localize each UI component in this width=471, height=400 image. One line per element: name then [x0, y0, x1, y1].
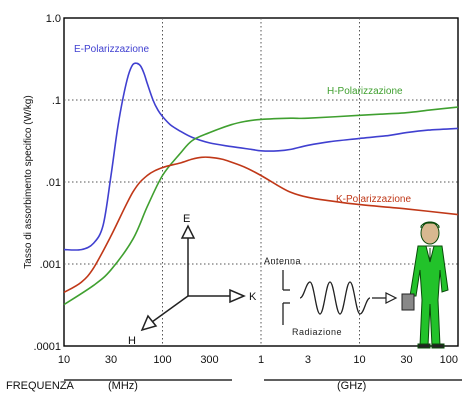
x-tick-label: 300	[200, 354, 218, 366]
series-label-e: E-Polarizzazione	[74, 44, 149, 55]
x-unit-mhz: (MHz)	[108, 380, 138, 392]
y-tick-labels: .0001 .001 .01 .1 1.0	[33, 13, 61, 353]
y-axis-label: Tasso di assorbimento specifico (W/kg)	[23, 95, 34, 268]
grid	[64, 18, 458, 346]
x-tick-label: 1	[258, 354, 264, 366]
series-line-e	[63, 62, 459, 251]
series-label-k: K-Polarizzazione	[336, 194, 411, 205]
x-unit-ghz: (GHz)	[337, 380, 366, 392]
axis-e-label: E	[183, 213, 190, 225]
y-tick-label: .0001	[33, 341, 61, 353]
series-lines	[63, 62, 459, 306]
axis-h-label: H	[128, 335, 136, 347]
polarization-axes-diagram	[140, 224, 246, 332]
x-axis-label: FREQUENZA	[6, 380, 75, 392]
y-tick-label: 1.0	[46, 13, 61, 25]
x-tick-label: 100	[440, 354, 458, 366]
x-tick-label: 10	[353, 354, 365, 366]
y-tick-label: .01	[46, 177, 61, 189]
radiazione-label: Radiazione	[292, 327, 342, 337]
x-tick-label: 10	[58, 354, 70, 366]
wave-icon	[299, 281, 371, 315]
antenna-icon	[282, 270, 290, 325]
wave-arrow-head	[385, 292, 398, 304]
series-line-h	[63, 106, 459, 306]
series-line-k	[63, 156, 459, 294]
person-icon	[401, 221, 449, 349]
antenna-label: Antenna	[264, 256, 301, 266]
axis-k-label: K	[249, 291, 257, 303]
x-tick-label: 30	[105, 354, 117, 366]
x-tick-labels: 10 30 100 300 1 3 10 30 100	[58, 354, 458, 366]
series-label-h: H-Polarizzazione	[327, 86, 403, 97]
y-tick-label: .001	[40, 259, 61, 271]
x-tick-label: 30	[400, 354, 412, 366]
y-tick-label: .1	[52, 95, 61, 107]
x-tick-label: 3	[305, 354, 311, 366]
x-tick-label: 100	[153, 354, 171, 366]
